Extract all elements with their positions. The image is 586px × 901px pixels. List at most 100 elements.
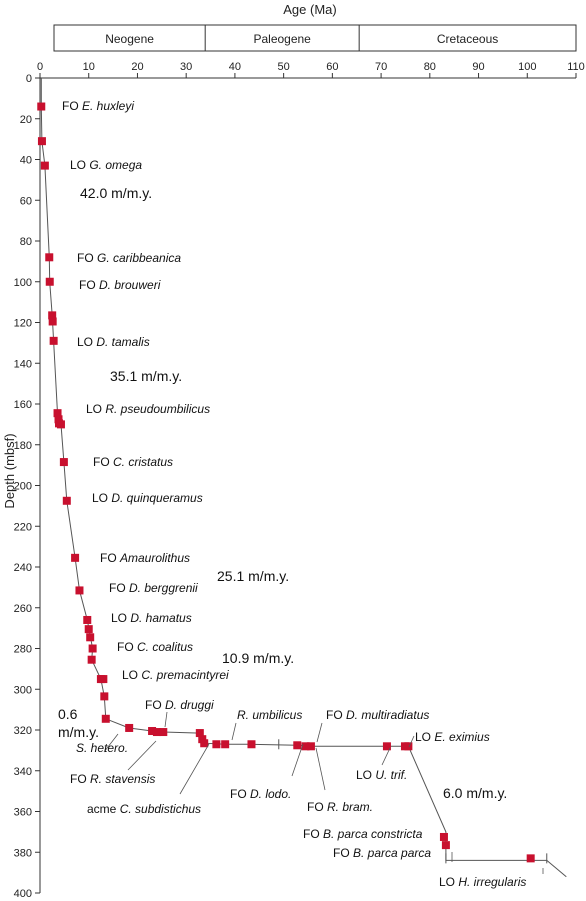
- y-tick-label: 220: [14, 521, 32, 533]
- y-tick-label: 320: [14, 725, 32, 737]
- datum-label: FO D. brouweri: [79, 278, 161, 292]
- datum-label: LO R. pseudoumbilicus: [86, 402, 210, 416]
- y-tick-label: 180: [14, 440, 32, 452]
- period-label: Neogene: [105, 32, 154, 46]
- datum-point: [441, 841, 450, 850]
- sed-rate-label: m/m.y.: [58, 724, 99, 740]
- datum-point: [84, 625, 93, 634]
- datum-point: [83, 615, 92, 624]
- y-tick-label: 260: [14, 603, 32, 615]
- datum-point: [293, 741, 302, 750]
- datum-point: [45, 277, 54, 286]
- datum-point: [148, 727, 157, 736]
- x-tick-label: 40: [229, 61, 241, 73]
- datum-label: acme C. subdistichus: [87, 802, 201, 816]
- datum-label: R. umbilicus: [237, 708, 302, 722]
- datum-point: [48, 311, 57, 320]
- datum-point: [45, 253, 54, 262]
- trend-line-tail: [546, 860, 567, 878]
- datum-label: FO B. parca constricta: [303, 827, 423, 841]
- leader-line: [408, 735, 415, 748]
- leader-line: [291, 743, 304, 777]
- x-tick-label: 60: [326, 61, 338, 73]
- x-tick-label: 50: [278, 61, 290, 73]
- y-tick-label: 340: [14, 766, 32, 778]
- sed-rate-label: 35.1 m/m.y.: [110, 368, 182, 384]
- datum-label: LO U. trif.: [356, 768, 407, 782]
- datum-point: [439, 832, 448, 841]
- datum-point: [198, 735, 207, 744]
- y-tick-label: 160: [14, 399, 32, 411]
- y-tick-label: 100: [14, 277, 32, 289]
- datum-label: FO D. druggi: [145, 698, 214, 712]
- y-tick-label: 380: [14, 847, 32, 859]
- datum-point: [37, 137, 46, 146]
- period-bar: Neogene Paleogene Cretaceous: [53, 24, 577, 52]
- datum-point: [40, 161, 49, 170]
- datum-point: [159, 728, 168, 737]
- leader-line: [179, 743, 210, 795]
- datum-label: FO Amaurolithus: [100, 551, 190, 565]
- x-tick-label: 110: [567, 61, 585, 73]
- y-tick-label: 360: [14, 807, 32, 819]
- period-bar-frame: [53, 24, 577, 52]
- age-depth-line: [40, 78, 567, 878]
- datum-label: LO D. hamatus: [111, 611, 192, 625]
- datum-point: [87, 655, 96, 664]
- x-tick-label: 10: [83, 61, 95, 73]
- datum-label: LO E. eximius: [415, 730, 490, 744]
- datum-label: FO C. cristatus: [93, 455, 173, 469]
- x-tick-label: 100: [518, 61, 536, 73]
- datum-point: [75, 586, 84, 595]
- datum-point: [200, 739, 209, 748]
- leader-line: [316, 722, 323, 743]
- leader-line: [315, 747, 326, 791]
- datum-point: [101, 714, 110, 723]
- datum-point: [152, 728, 161, 737]
- datum-label: LO D. tamalis: [77, 335, 150, 349]
- period-label: Cretaceous: [437, 32, 498, 46]
- datum-label: LO D. quinqueramus: [92, 491, 203, 505]
- datum-point: [221, 740, 230, 749]
- datum-point: [53, 409, 62, 418]
- datum-point: [88, 644, 97, 653]
- datum-label: FO B. parca parca: [333, 846, 431, 860]
- sed-rate-label: 6.0 m/m.y.: [443, 785, 507, 801]
- y-tick-label: 60: [20, 195, 32, 207]
- datum-point: [526, 854, 535, 863]
- y-tick-label: 80: [20, 236, 32, 248]
- y-tick-label: 20: [20, 114, 32, 126]
- leader-line: [127, 740, 157, 771]
- datum-point: [301, 742, 310, 751]
- y-tick-label: 240: [14, 562, 32, 574]
- sedimentation-rates: 42.0 m/m.y. 35.1 m/m.y. 25.1 m/m.y. 10.9 m/…: [58, 185, 507, 801]
- trend-line: [40, 78, 547, 861]
- annotation-leaders: [103, 711, 544, 874]
- y-tick-label: 0: [26, 73, 32, 85]
- datum-point: [212, 740, 221, 749]
- leader-line: [103, 733, 119, 753]
- x-tick-label: 70: [375, 61, 387, 73]
- sed-rate-label: 0.6: [58, 706, 78, 722]
- x-axis: 0 10 20 30 40 50 60 70 80 90 100 110: [37, 61, 585, 79]
- datum-label: FO G. caribbeanica: [77, 251, 181, 265]
- datum-point: [125, 723, 134, 732]
- datum-label: FO D. lodo.: [230, 787, 291, 801]
- x-tick-label: 90: [472, 61, 484, 73]
- datum-points: [37, 102, 535, 863]
- datum-point: [195, 729, 204, 738]
- datum-point: [48, 317, 57, 326]
- leader-line: [164, 711, 168, 728]
- sed-rate-label: 10.9 m/m.y.: [222, 650, 294, 666]
- datum-label: FO C. coalitus: [117, 640, 193, 654]
- datum-point: [59, 458, 68, 467]
- datum-point: [54, 415, 63, 424]
- y-tick-label: 200: [14, 481, 32, 493]
- leader-line: [231, 722, 237, 741]
- datum-point: [404, 742, 413, 751]
- y-tick-label: 400: [14, 888, 32, 900]
- datum-label: S. hetero.: [76, 741, 128, 755]
- y-axis-title: Depth (mbsf): [2, 433, 17, 508]
- sed-rate-label: 25.1 m/m.y.: [217, 568, 289, 584]
